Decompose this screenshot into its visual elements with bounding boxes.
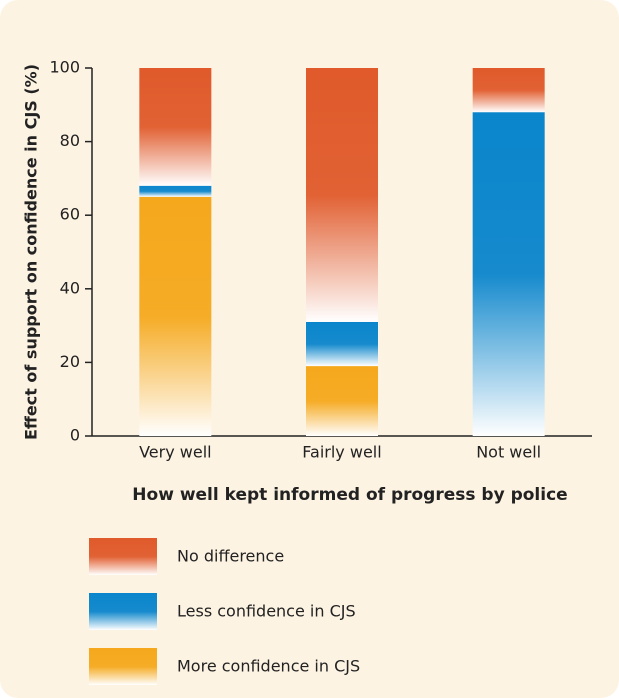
legend-label: More confidence in CJS	[177, 657, 360, 676]
bar-segment	[472, 112, 545, 436]
bar-segment	[139, 196, 212, 436]
y-tick-label: 60	[60, 205, 80, 224]
y-tick-label: 80	[60, 131, 80, 150]
y-tick-label: 100	[49, 58, 80, 77]
x-axis-title: How well kept informed of progress by po…	[132, 485, 567, 505]
y-tick-label: 20	[60, 352, 80, 371]
y-tick-label: 40	[60, 278, 80, 297]
bar-segment	[139, 185, 212, 197]
x-tick-label: Not well	[476, 443, 541, 462]
y-axis-title: Effect of support on confidence in CJS (…	[22, 64, 41, 440]
legend-swatch	[89, 648, 157, 685]
x-tick-label: Fairly well	[302, 443, 381, 462]
bar-segment	[139, 68, 212, 186]
legend-label: Less confidence in CJS	[177, 602, 356, 621]
x-tick-label: Very well	[139, 443, 212, 462]
y-tick-label: 0	[70, 426, 80, 445]
bar-segment	[472, 68, 545, 113]
legend-label: No difference	[177, 547, 284, 566]
bar-segment	[306, 366, 378, 436]
bar-segment	[306, 321, 378, 367]
legend-swatch	[89, 538, 157, 575]
legend-swatch	[89, 593, 157, 630]
bar-segment	[306, 68, 378, 322]
